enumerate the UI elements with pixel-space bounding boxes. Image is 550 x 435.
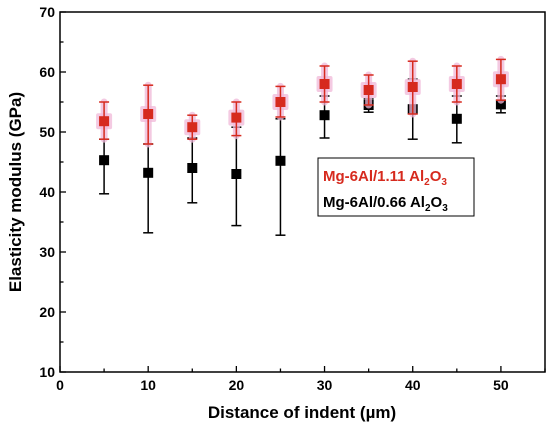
- data-point: [187, 163, 198, 173]
- y-tick-label: 30: [39, 244, 55, 260]
- x-axis-label: Distance of indent (µm): [208, 403, 396, 422]
- legend-entry-1: Mg-6Al/1.11 Al2O3: [323, 168, 447, 188]
- data-point: [143, 167, 154, 178]
- data-point: [451, 79, 462, 89]
- data-point: [319, 110, 330, 121]
- data-point: [143, 109, 154, 119]
- legend-box: [317, 157, 475, 217]
- y-tick-label: 40: [39, 184, 55, 200]
- y-tick-label: 60: [39, 64, 55, 80]
- plot-frame: [59, 11, 546, 373]
- series-1: [96, 55, 509, 148]
- x-tick-label: 40: [405, 377, 421, 393]
- y-tick-label: 50: [39, 124, 55, 140]
- legend: Mg-6Al/1.11 Al2O3 Mg-6Al/0.66 Al2O3: [317, 157, 475, 217]
- data-point: [231, 112, 242, 123]
- y-tick-label: 70: [39, 4, 55, 20]
- x-tick-label: 20: [229, 377, 245, 393]
- x-tick-label: 10: [140, 377, 156, 393]
- y-tick-label: 10: [39, 364, 55, 380]
- data-point: [187, 122, 198, 133]
- data-point: [99, 155, 110, 166]
- y-tick-label: 20: [39, 304, 55, 320]
- y-axis-label: Elasticity modulus (GPa): [6, 92, 25, 292]
- series-layer: [96, 55, 509, 236]
- data-point: [495, 99, 506, 110]
- data-point: [99, 116, 110, 127]
- data-point: [363, 85, 374, 95]
- data-point: [319, 79, 330, 89]
- legend-entry-2: Mg-6Al/0.66 Al2O3: [323, 194, 448, 214]
- data-point: [451, 113, 462, 124]
- data-point: [495, 74, 506, 85]
- x-tick-label: 0: [56, 377, 64, 393]
- x-tick-label: 50: [493, 377, 509, 393]
- data-point: [231, 169, 242, 179]
- data-point: [275, 97, 286, 107]
- x-tick-label: 30: [317, 377, 333, 393]
- data-point: [407, 82, 418, 92]
- data-point: [275, 155, 286, 166]
